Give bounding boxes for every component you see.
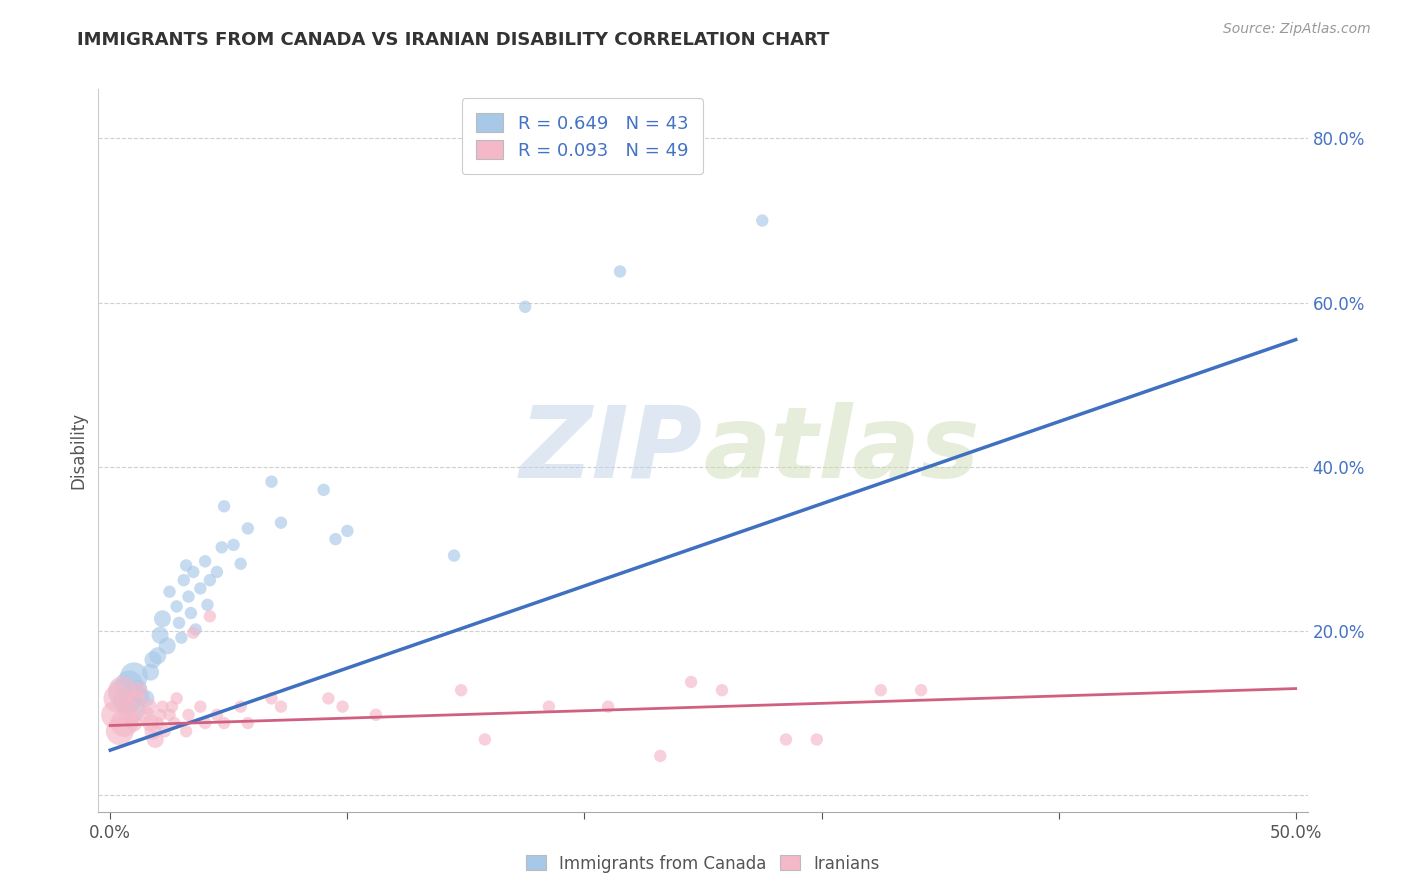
Point	[160, 699, 183, 714]
Point	[190, 582, 212, 596]
Point	[128, 681, 150, 696]
Point	[166, 599, 188, 614]
Point	[222, 538, 245, 552]
Legend: Immigrants from Canada, Iranians: Immigrants from Canada, Iranians	[519, 848, 887, 880]
Point	[121, 707, 143, 722]
Point	[205, 565, 228, 579]
Point	[198, 609, 221, 624]
Point	[312, 483, 335, 497]
Point	[236, 521, 259, 535]
Point	[177, 590, 200, 604]
Point	[111, 683, 134, 698]
Point	[650, 748, 672, 763]
Point	[108, 724, 131, 739]
Point	[450, 683, 472, 698]
Point	[474, 732, 496, 747]
Point	[212, 716, 235, 731]
Point	[806, 732, 828, 747]
Point	[146, 648, 169, 663]
Point	[194, 554, 217, 568]
Point	[364, 707, 387, 722]
Point	[166, 691, 188, 706]
Point	[336, 524, 359, 538]
Point	[270, 516, 292, 530]
Point	[118, 677, 141, 691]
Point	[212, 500, 235, 514]
Point	[325, 532, 347, 546]
Point	[332, 699, 354, 714]
Point	[143, 732, 166, 747]
Point	[229, 557, 252, 571]
Legend: R = 0.649   N = 43, R = 0.093   N = 49: R = 0.649 N = 43, R = 0.093 N = 49	[461, 98, 703, 174]
Point	[681, 675, 703, 690]
Point	[122, 716, 145, 731]
Point	[198, 573, 221, 587]
Text: atlas: atlas	[703, 402, 980, 499]
Text: Source: ZipAtlas.com: Source: ZipAtlas.com	[1223, 22, 1371, 37]
Point	[167, 615, 190, 630]
Point	[142, 653, 165, 667]
Point	[149, 628, 172, 642]
Point	[152, 612, 174, 626]
Text: IMMIGRANTS FROM CANADA VS IRANIAN DISABILITY CORRELATION CHART: IMMIGRANTS FROM CANADA VS IRANIAN DISABI…	[77, 31, 830, 49]
Point	[260, 691, 283, 706]
Point	[260, 475, 283, 489]
Point	[177, 707, 200, 722]
Point	[174, 558, 197, 573]
Point	[163, 716, 186, 731]
Point	[775, 732, 797, 747]
Point	[125, 691, 148, 706]
Point	[910, 683, 932, 698]
Point	[135, 691, 157, 706]
Point	[139, 716, 162, 731]
Point	[236, 716, 259, 731]
Point	[537, 699, 560, 714]
Point	[152, 699, 174, 714]
Point	[136, 699, 159, 714]
Point	[159, 707, 181, 722]
Point	[197, 598, 219, 612]
Point	[205, 707, 228, 722]
Point	[139, 665, 162, 680]
Text: ZIP: ZIP	[520, 402, 703, 499]
Point	[211, 541, 233, 555]
Point	[104, 707, 127, 722]
Point	[270, 699, 292, 714]
Point	[114, 716, 136, 731]
Point	[135, 707, 157, 722]
Point	[153, 724, 176, 739]
Point	[710, 683, 733, 698]
Point	[128, 683, 150, 698]
Point	[869, 683, 891, 698]
Point	[115, 694, 138, 708]
Point	[156, 639, 179, 653]
Point	[174, 724, 197, 739]
Y-axis label: Disability: Disability	[69, 412, 87, 489]
Point	[105, 691, 128, 706]
Point	[142, 724, 165, 739]
Point	[184, 623, 207, 637]
Point	[121, 702, 143, 716]
Point	[190, 699, 212, 714]
Point	[229, 699, 252, 714]
Point	[318, 691, 340, 706]
Point	[111, 686, 134, 700]
Point	[159, 584, 181, 599]
Point	[129, 690, 152, 704]
Point	[598, 699, 620, 714]
Point	[515, 300, 537, 314]
Point	[146, 716, 169, 731]
Point	[173, 573, 195, 587]
Point	[194, 716, 217, 731]
Point	[181, 565, 204, 579]
Point	[180, 606, 202, 620]
Point	[751, 213, 773, 227]
Point	[118, 699, 141, 714]
Point	[181, 625, 204, 640]
Point	[443, 549, 465, 563]
Point	[170, 631, 193, 645]
Point	[149, 707, 172, 722]
Point	[122, 669, 145, 683]
Point	[609, 264, 631, 278]
